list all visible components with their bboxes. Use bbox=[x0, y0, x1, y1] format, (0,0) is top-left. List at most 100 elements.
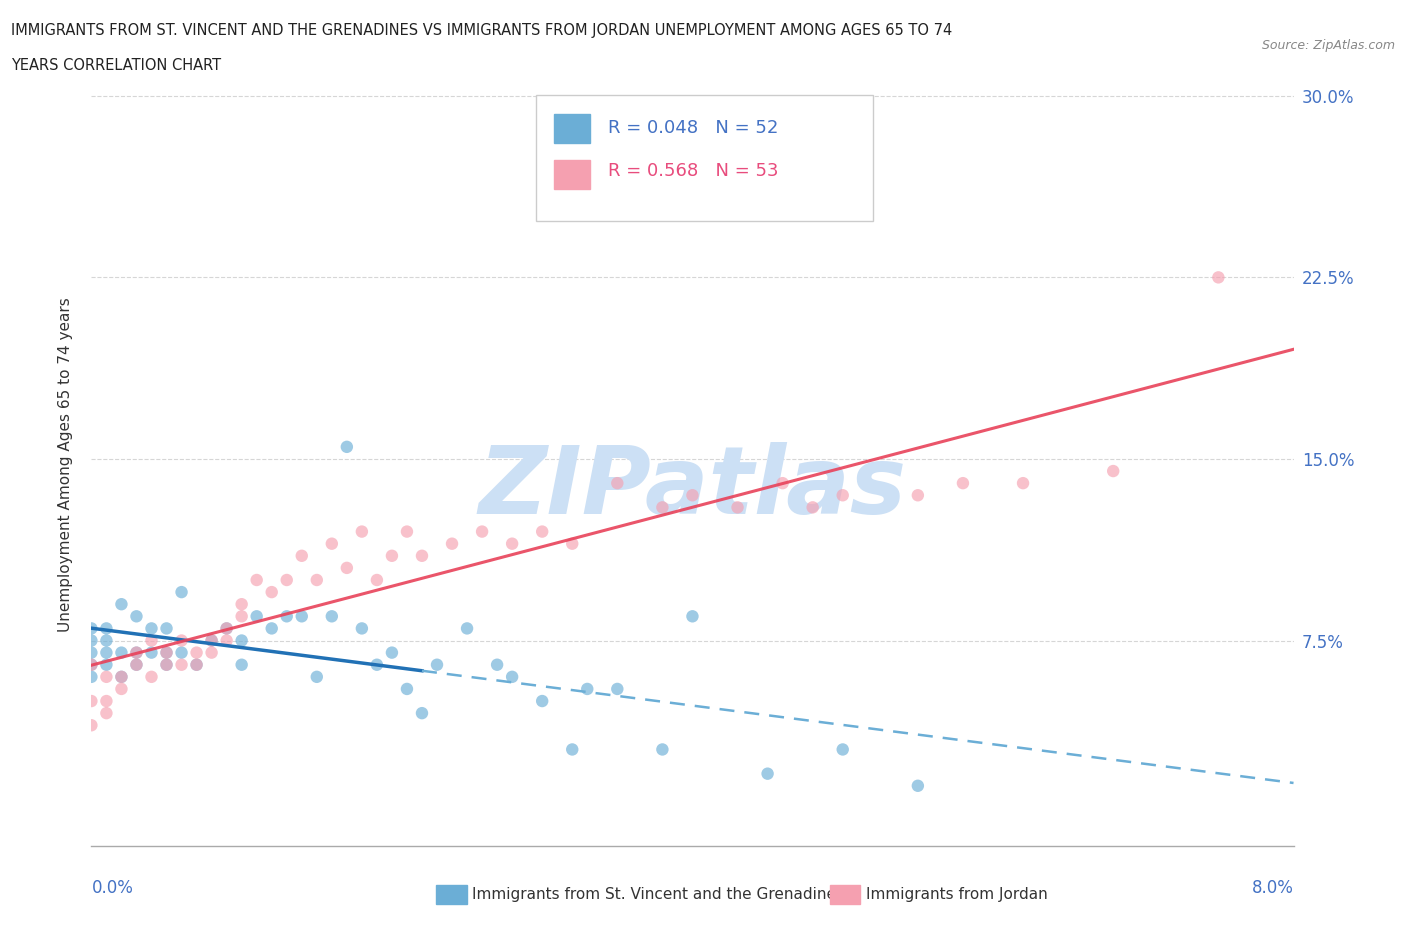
Text: Source: ZipAtlas.com: Source: ZipAtlas.com bbox=[1261, 39, 1395, 52]
Point bbox=[110, 670, 132, 684]
Point bbox=[651, 500, 673, 515]
Bar bbox=[554, 114, 591, 143]
Point bbox=[276, 573, 298, 588]
Point bbox=[395, 525, 418, 539]
Point bbox=[336, 439, 359, 454]
Point bbox=[141, 633, 163, 648]
Point bbox=[80, 658, 103, 672]
Point bbox=[305, 573, 328, 588]
Point bbox=[155, 645, 177, 660]
Point bbox=[561, 537, 583, 551]
Point bbox=[531, 525, 554, 539]
Point bbox=[831, 488, 853, 503]
Point bbox=[231, 609, 253, 624]
Point bbox=[501, 537, 523, 551]
Point bbox=[501, 670, 523, 684]
Point bbox=[141, 621, 163, 636]
Text: R = 0.048   N = 52: R = 0.048 N = 52 bbox=[609, 119, 779, 137]
Point bbox=[215, 621, 238, 636]
Point bbox=[246, 573, 269, 588]
Point bbox=[395, 682, 418, 697]
Text: YEARS CORRELATION CHART: YEARS CORRELATION CHART bbox=[11, 58, 221, 73]
Point bbox=[907, 778, 929, 793]
Point bbox=[125, 658, 148, 672]
Point bbox=[411, 706, 433, 721]
Point bbox=[1102, 464, 1125, 479]
Point bbox=[1208, 270, 1230, 285]
Point bbox=[215, 633, 238, 648]
Point bbox=[366, 573, 388, 588]
Point bbox=[170, 585, 193, 600]
Point bbox=[756, 766, 779, 781]
Point bbox=[125, 645, 148, 660]
Text: Immigrants from St. Vincent and the Grenadines: Immigrants from St. Vincent and the Gren… bbox=[472, 887, 845, 902]
Point bbox=[96, 670, 118, 684]
Point bbox=[321, 609, 343, 624]
Text: Immigrants from Jordan: Immigrants from Jordan bbox=[866, 887, 1047, 902]
Point bbox=[456, 621, 478, 636]
Point bbox=[952, 476, 974, 491]
Point bbox=[170, 633, 193, 648]
Point bbox=[381, 549, 404, 564]
Point bbox=[531, 694, 554, 709]
Point bbox=[96, 621, 118, 636]
Point bbox=[96, 706, 118, 721]
Point bbox=[426, 658, 449, 672]
Point bbox=[170, 658, 193, 672]
Point bbox=[291, 549, 314, 564]
Point bbox=[231, 658, 253, 672]
Point bbox=[80, 633, 103, 648]
Point bbox=[440, 537, 463, 551]
Point bbox=[366, 658, 388, 672]
Point bbox=[141, 670, 163, 684]
Point bbox=[110, 670, 132, 684]
Point bbox=[155, 658, 177, 672]
Point bbox=[606, 682, 628, 697]
Point bbox=[321, 537, 343, 551]
Point bbox=[125, 645, 148, 660]
FancyBboxPatch shape bbox=[536, 95, 873, 221]
Point bbox=[125, 609, 148, 624]
Point bbox=[80, 694, 103, 709]
Point bbox=[80, 621, 103, 636]
Point bbox=[471, 525, 494, 539]
Point bbox=[276, 609, 298, 624]
Point bbox=[186, 645, 208, 660]
Point bbox=[155, 658, 177, 672]
Point bbox=[260, 621, 283, 636]
Point bbox=[96, 645, 118, 660]
Point bbox=[96, 633, 118, 648]
Point bbox=[96, 694, 118, 709]
Text: 8.0%: 8.0% bbox=[1251, 879, 1294, 897]
Point bbox=[381, 645, 404, 660]
Point bbox=[80, 670, 103, 684]
Point bbox=[215, 621, 238, 636]
Point bbox=[801, 500, 824, 515]
Point bbox=[201, 633, 224, 648]
Point bbox=[186, 658, 208, 672]
Point bbox=[1012, 476, 1035, 491]
Point bbox=[486, 658, 509, 672]
Point bbox=[305, 670, 328, 684]
Y-axis label: Unemployment Among Ages 65 to 74 years: Unemployment Among Ages 65 to 74 years bbox=[58, 298, 73, 632]
Text: IMMIGRANTS FROM ST. VINCENT AND THE GRENADINES VS IMMIGRANTS FROM JORDAN UNEMPLO: IMMIGRANTS FROM ST. VINCENT AND THE GREN… bbox=[11, 23, 952, 38]
Point bbox=[411, 549, 433, 564]
Point bbox=[576, 682, 599, 697]
Point bbox=[350, 621, 373, 636]
Point bbox=[231, 633, 253, 648]
Point bbox=[110, 645, 132, 660]
Text: 0.0%: 0.0% bbox=[91, 879, 134, 897]
Point bbox=[907, 488, 929, 503]
Point bbox=[80, 718, 103, 733]
Point bbox=[80, 658, 103, 672]
Point bbox=[201, 633, 224, 648]
Point bbox=[110, 597, 132, 612]
Point bbox=[772, 476, 794, 491]
Point bbox=[170, 645, 193, 660]
Point bbox=[260, 585, 283, 600]
Point bbox=[336, 561, 359, 576]
Point bbox=[291, 609, 314, 624]
Point bbox=[831, 742, 853, 757]
Point bbox=[155, 621, 177, 636]
Point bbox=[246, 609, 269, 624]
